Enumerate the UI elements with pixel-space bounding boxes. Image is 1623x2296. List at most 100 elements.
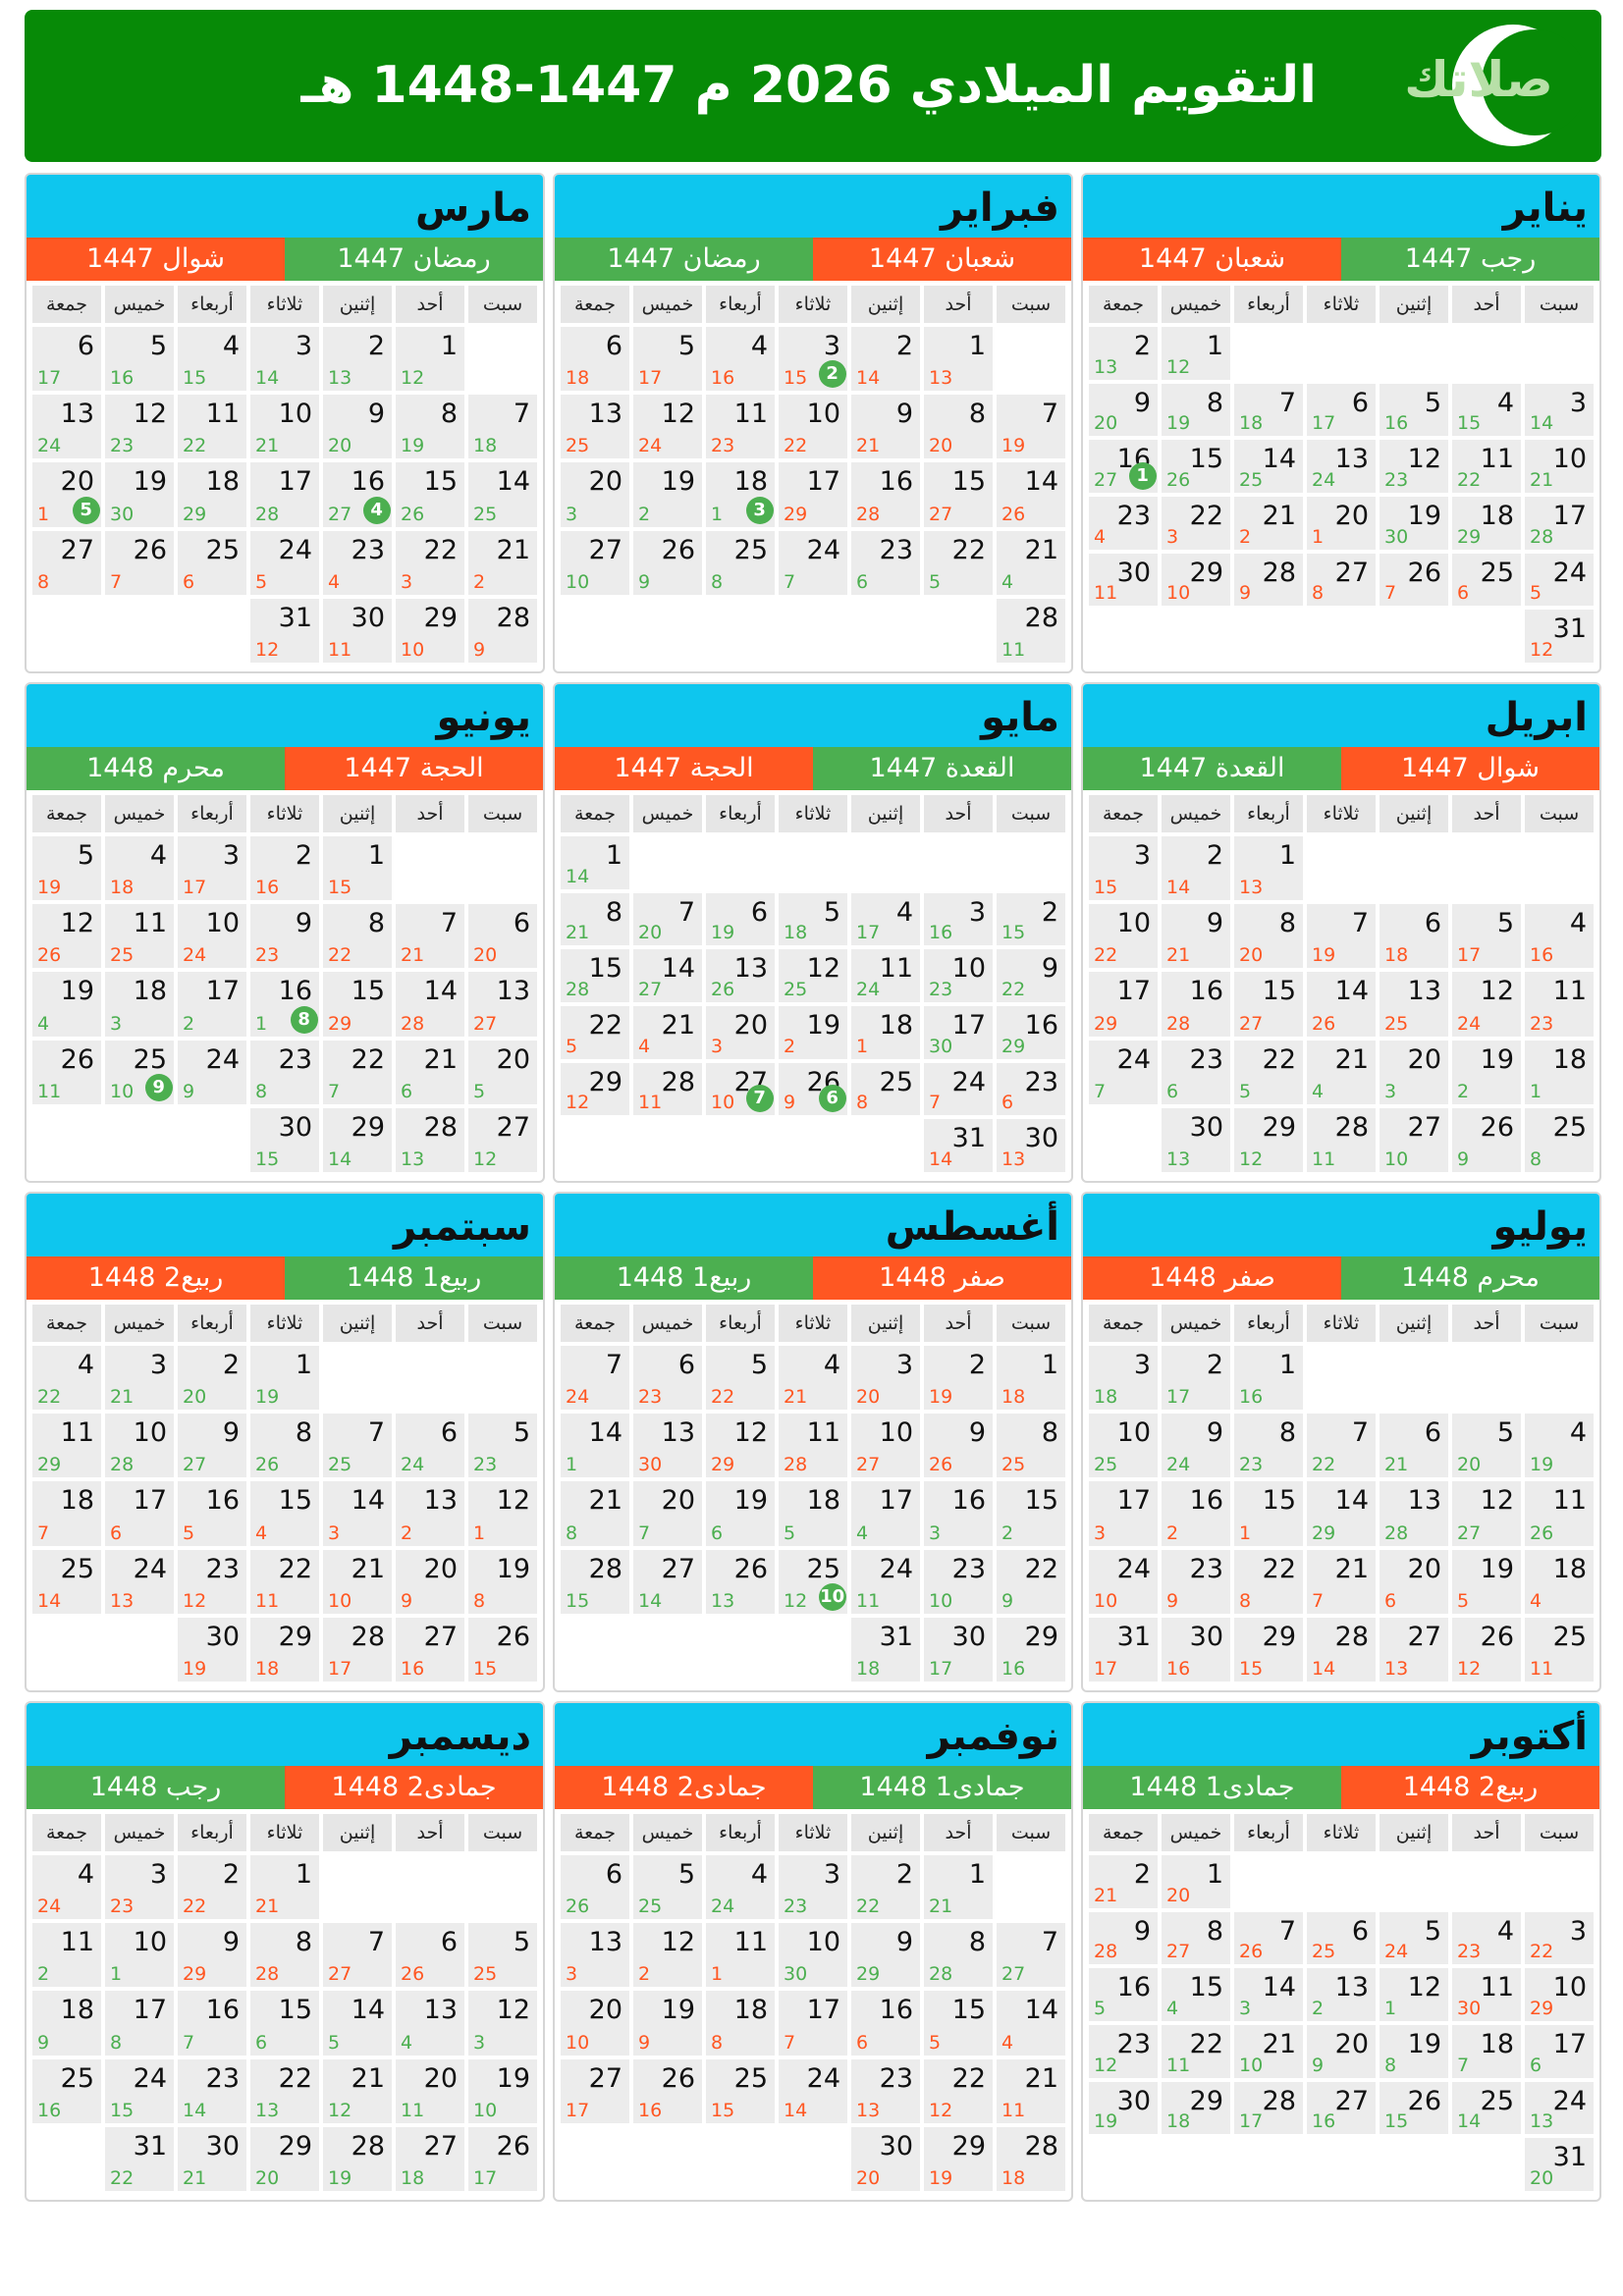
weekday: سبت (468, 1305, 537, 1342)
hijri-day: 13 (711, 1589, 735, 1612)
day-cell: 3 17 (178, 836, 246, 901)
day-cell: 5 25 (633, 1855, 702, 1920)
weekday: ثلاثاء (779, 1814, 847, 1851)
hijri-day: 14 (566, 865, 590, 887)
gregorian-day: 1 (1041, 1350, 1058, 1380)
day-cell: 28 13 (396, 1107, 464, 1172)
day-cell: 30 13 (1162, 1107, 1230, 1172)
hijri-day: 14 (1530, 412, 1554, 435)
month: ديسمبر جمادى2 1448 رجب 1448 سبت أحد إثنين ثلاث… (25, 1701, 545, 2202)
gregorian-day: 3 (149, 1350, 167, 1380)
hijri-day: 6 (1530, 2054, 1542, 2076)
day-cell: 27 16 (396, 1617, 464, 1682)
day-cell: 20 3 (706, 1006, 775, 1059)
hijri-bar: ربيع2 1448 جمادى1 1448 (1083, 1766, 1599, 1809)
hijri-day: 20 (183, 1386, 207, 1409)
hijri-day: 15 (473, 1657, 498, 1680)
gregorian-day: 5 (1424, 387, 1441, 418)
hijri-day: 5 (1530, 582, 1542, 605)
gregorian-day: 31 (278, 602, 312, 633)
gregorian-day: 13 (423, 1485, 458, 1517)
hijri-month: القعدة 1447 (1083, 747, 1341, 790)
month: نوفمبر جمادى1 1448 جمادى2 1448 سبت أحد إثنين ث… (553, 1701, 1073, 2202)
day-cell: 12 24 (1452, 972, 1521, 1037)
gregorian-day: 29 (1262, 1111, 1296, 1143)
gregorian-day: 17 (1552, 2029, 1587, 2059)
hijri-day: 20 (1457, 1454, 1482, 1476)
gregorian-day: 22 (588, 1010, 622, 1041)
gregorian-day: 28 (1262, 2085, 1296, 2116)
day-cell: 2 19 (924, 1346, 993, 1411)
day-cell: 4 15 (178, 327, 246, 392)
gregorian-day: 7 (677, 896, 695, 928)
day-cell: 13 25 (1380, 972, 1448, 1037)
hijri-day: 22 (183, 435, 207, 457)
month: فبراير شعبان 1447 رمضان 1447 سبت أحد إثنين ثلا… (553, 173, 1073, 673)
days-grid: 1 12 2 13 3 14 4 15 5 16 6 17 7 18 8 19 9 20 10 21 11 22 12 23 1… (1089, 327, 1594, 663)
hijri-day: 2 (1001, 1522, 1014, 1544)
hijri-day: 12 (1094, 2054, 1118, 2076)
hijri-day: 24 (183, 944, 207, 967)
gregorian-day: 20 (588, 466, 622, 498)
hijri-day: 29 (784, 503, 808, 525)
hijri-day: 9 (638, 2031, 651, 2054)
empty-cell (851, 836, 920, 889)
day-cell: 13 28 (1380, 1481, 1448, 1546)
day-cell: 16 7 (178, 1991, 246, 2056)
hijri-day: 19 (183, 1657, 207, 1680)
hijri-day: 10 (1384, 1148, 1409, 1170)
gregorian-day: 2 (1133, 331, 1151, 361)
empty-cell (1525, 1346, 1594, 1410)
weekday-row: سبت أحد إثنين ثلاثاء أربعاء خميس جمعة (1089, 286, 1594, 323)
gregorian-day: 13 (1407, 1485, 1441, 1517)
month-name: مايو (555, 684, 1071, 747)
weekday: خميس (633, 795, 702, 832)
gregorian-day: 11 (1552, 1485, 1587, 1517)
days-grid: 1 15 2 16 3 17 4 18 5 19 6 20 7 21 8 22 9 23 10 24 11 25 12 26 1… (32, 836, 537, 1172)
empty-cell (1380, 836, 1448, 900)
hijri-day: 28 (1166, 1012, 1191, 1035)
days-grid: 1 14 2 15 3 16 4 17 5 18 6 19 7 20 8 21 9 22 10 23 11 24 12 25 1… (561, 836, 1065, 1172)
hijri-day: 14 (328, 1148, 352, 1170)
weekday: ثلاثاء (1307, 795, 1376, 832)
hijri-bar: شوال 1447 القعدة 1447 (1083, 747, 1599, 790)
gregorian-day: 7 (1278, 387, 1296, 418)
day-cell: 3 23 (105, 1855, 174, 1920)
day-cell: 7 27 (997, 1923, 1065, 1988)
hijri-month: جمادى1 1448 (813, 1766, 1071, 1809)
day-cell: 20 3 (561, 462, 629, 527)
hijri-day: 13 (1384, 1657, 1409, 1680)
hijri-day: 8 (566, 1522, 578, 1544)
gregorian-day: 21 (1262, 2029, 1296, 2059)
gregorian-day: 31 (951, 1123, 986, 1154)
weekday-row: سبت أحد إثنين ثلاثاء أربعاء خميس جمعة (32, 1305, 537, 1342)
weekday: ثلاثاء (250, 795, 319, 832)
weekday: خميس (1162, 1814, 1230, 1851)
hijri-day: 3 (929, 1522, 942, 1544)
gregorian-day: 10 (1552, 444, 1587, 475)
gregorian-day: 12 (60, 908, 94, 939)
hijri-day: 3 (1094, 1522, 1107, 1544)
hijri-day: 12 (328, 2099, 352, 2121)
hijri-day: 13 (401, 1148, 425, 1170)
gregorian-day: 3 (1133, 1350, 1151, 1380)
gregorian-day: 6 (605, 1859, 622, 1890)
gregorian-day: 27 (423, 2130, 458, 2162)
day-cell: 27 10 (1380, 1107, 1448, 1172)
day-cell: 20 10 (561, 1991, 629, 2056)
weekday-row: سبت أحد إثنين ثلاثاء أربعاء خميس جمعة (561, 1814, 1065, 1851)
hijri-month: القعدة 1447 (813, 747, 1071, 790)
gregorian-day: 29 (1189, 2085, 1223, 2116)
hijri-day: 19 (1530, 1454, 1554, 1476)
empty-cell (779, 836, 847, 889)
gregorian-day: 13 (588, 399, 622, 430)
gregorian-day: 30 (1189, 1111, 1223, 1143)
day-cell: 9 24 (1162, 1414, 1230, 1478)
day-cell: 2 21 (1089, 1855, 1158, 1908)
empty-cell (468, 836, 537, 900)
hijri-day: 23 (1530, 1012, 1554, 1035)
hijri-bar: رجب 1447 شعبان 1447 (1083, 238, 1599, 281)
hijri-day: 24 (566, 1386, 590, 1409)
